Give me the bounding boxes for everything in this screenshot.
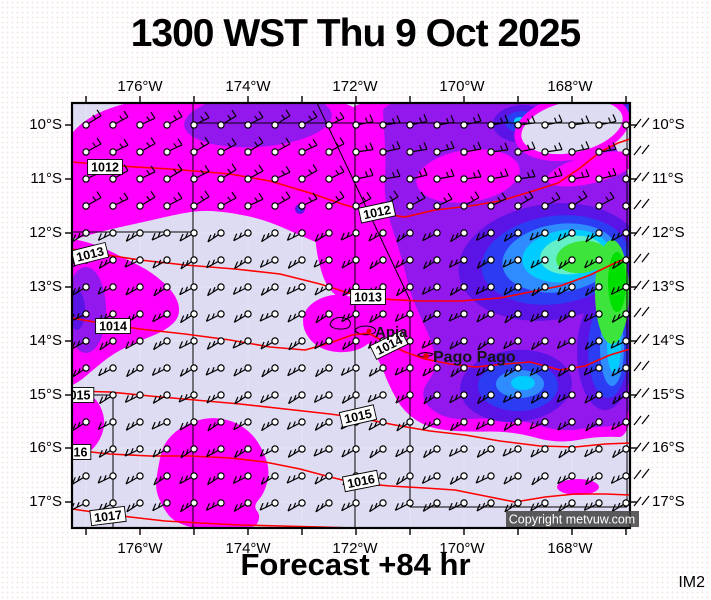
svg-text:1012: 1012 [91, 161, 119, 175]
lat-label-right: 17°S [652, 493, 685, 510]
lat-label-right: 16°S [652, 439, 685, 456]
copyright-badge: Copyright metvuw.com [506, 511, 639, 527]
isobar-label: 1016 [341, 469, 381, 493]
svg-text:Copyright metvuw.com: Copyright metvuw.com [509, 513, 635, 527]
edge-barb-glyphs [633, 117, 650, 507]
lat-label-right: 11°S [652, 170, 684, 187]
svg-text:1012: 1012 [362, 203, 392, 222]
isobar-label: 1012 [87, 159, 123, 175]
model-tag: IM2 [678, 574, 705, 591]
city-dot [423, 353, 429, 359]
lat-label-left: 11°S [30, 170, 62, 187]
lon-label-top: 176°W [117, 78, 163, 95]
isobar-label: 1013 [72, 241, 110, 267]
city-dot [366, 328, 372, 334]
svg-text:1017: 1017 [93, 508, 122, 525]
svg-text:015: 015 [70, 389, 91, 403]
map-content: 1012101210131013101410140151015016101610… [67, 103, 630, 528]
lon-label-top: 168°W [547, 78, 593, 95]
isobar-label: 1017 [89, 505, 127, 527]
lat-label-left: 12°S [29, 224, 62, 241]
page-title: 1300 WST Thu 9 Oct 2025 [130, 12, 582, 55]
isobar-label: 015 [70, 387, 95, 403]
forecast-caption: Forecast +84 hr [240, 547, 471, 582]
lon-label-bottom: 174°W [225, 540, 271, 557]
lat-label-right: 10°S [652, 116, 685, 133]
lat-label-left: 13°S [29, 278, 62, 295]
lat-label-left: 15°S [29, 386, 62, 403]
lon-label-top: 170°W [439, 78, 485, 95]
svg-text:1013: 1013 [354, 291, 382, 305]
lat-label-right: 14°S [652, 332, 685, 349]
city-label: Apia [375, 324, 408, 341]
lat-label-right: 15°S [652, 386, 685, 403]
svg-text:016: 016 [67, 446, 88, 460]
isobar-label: 1012 [357, 200, 397, 224]
lon-label-top: 174°W [225, 78, 271, 95]
city-label: Pago Pago [433, 349, 516, 366]
lon-label-top: 172°W [332, 78, 378, 95]
lat-label-left: 16°S [29, 439, 62, 456]
isobar-label: 1014 [95, 318, 131, 334]
wind-barbs [72, 109, 630, 513]
svg-text:1015: 1015 [343, 407, 373, 427]
isobar-label: 016 [67, 444, 92, 460]
lon-label-bottom: 176°W [117, 540, 163, 557]
city-markers: Apia Pago Pago [366, 324, 516, 366]
precip-layer [72, 103, 630, 528]
lon-label-bottom: 168°W [547, 540, 593, 557]
svg-text:1013: 1013 [75, 244, 105, 264]
lat-label-left: 10°S [29, 116, 62, 133]
lat-label-left: 14°S [29, 332, 62, 349]
lon-label-bottom: 172°W [332, 540, 378, 557]
map-border [70, 101, 632, 530]
svg-text:1014: 1014 [99, 320, 127, 334]
axis-ticks [65, 96, 637, 535]
isobar-label: 1015 [338, 404, 378, 428]
lat-label-right: 12°S [652, 224, 685, 241]
svg-text:1016: 1016 [346, 472, 376, 491]
lat-label-left: 17°S [29, 493, 62, 510]
lon-label-bottom: 170°W [439, 540, 485, 557]
isobar-label: 1013 [350, 289, 386, 305]
lat-label-right: 13°S [652, 278, 685, 295]
